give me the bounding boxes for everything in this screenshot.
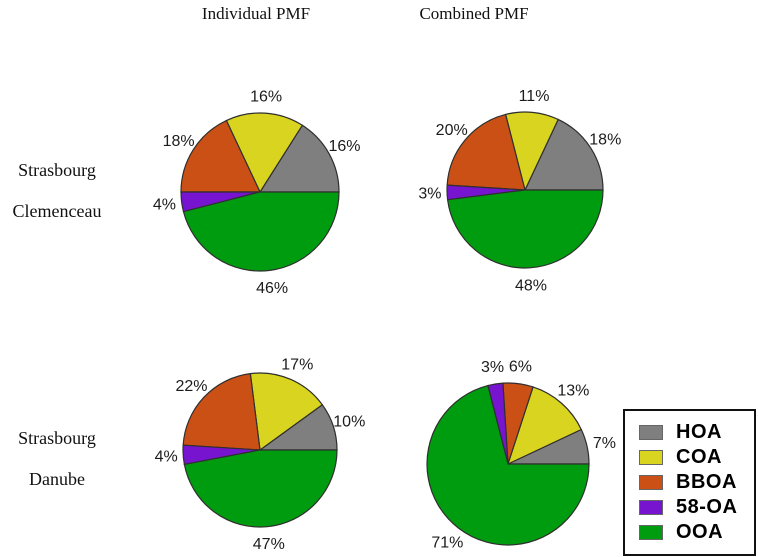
pie-percent-label: 46% <box>256 280 288 297</box>
pie-slice-bboa <box>180 119 261 193</box>
pie-slice-hoa <box>524 118 604 191</box>
legend-label-bboa: BBOA <box>676 471 737 493</box>
pie-chart-danube-combined-pmf: 7% 13% 6% 3% 71% <box>426 359 616 552</box>
pie-percent-label: 3% <box>418 186 441 203</box>
pie-slice-ooa <box>446 189 604 269</box>
legend-label-ooa: OOA <box>676 521 724 543</box>
legend-swatch-bboa <box>639 475 663 490</box>
legend-label-58-oa: 58-OA <box>676 496 738 518</box>
legend: HOA COA BBOA 58-OA OOA <box>623 409 756 556</box>
row-label-line: Strasbourg <box>18 160 96 180</box>
pie-percent-label: 71% <box>431 535 463 552</box>
pie-percent-label: 10% <box>333 414 365 431</box>
pie-percent-label: 16% <box>250 88 282 105</box>
pie-percent-label: 11% <box>519 88 550 105</box>
row-label-line: Strasbourg <box>18 428 96 448</box>
pie-percent-label: 6% <box>509 359 532 376</box>
pie-percent-label: 4% <box>153 197 176 214</box>
pie-slice-coa <box>249 372 324 452</box>
pie-percent-label: 17% <box>281 356 313 373</box>
legend-item-bboa: BBOA <box>639 470 748 495</box>
column-title-individual-pmf: Individual PMF <box>201 4 311 23</box>
legend-swatch-58-oa <box>639 500 663 515</box>
pie-chart-clemenceau-individual-pmf: 16% 16% 18% 4% 46% <box>153 88 361 297</box>
pie-percent-label: 18% <box>163 133 195 150</box>
pie-percent-label: 7% <box>593 435 616 452</box>
pie-percent-label: 13% <box>557 382 589 399</box>
pie-slice-coa <box>507 386 583 466</box>
pie-slice-ooa <box>182 191 340 272</box>
pie-slice-coa <box>225 112 304 194</box>
legend-item-58-oa: 58-OA <box>639 495 748 520</box>
pie-percent-label: 20% <box>436 122 468 139</box>
pie-slice-bboa <box>182 372 261 451</box>
row-label-strasbourg-danube: Strasbourg Danube <box>2 418 112 500</box>
row-label-line: Danube <box>29 469 85 489</box>
row-label-line: Clemenceau <box>12 201 102 221</box>
pie-slice-ooa <box>183 449 338 528</box>
pie-chart-clemenceau-combined-pmf: 18% 11% 20% 3% 48% <box>418 88 621 295</box>
pie-percent-label: 3% <box>481 359 504 376</box>
pie-percent-label: 47% <box>253 536 285 553</box>
pie-slice-hoa <box>258 124 340 193</box>
pie-chart-danube-individual-pmf: 10% 17% 22% 4% 47% <box>155 356 366 553</box>
pie-slice-bboa <box>446 113 526 191</box>
legend-swatch-coa <box>639 450 663 465</box>
pie-percent-label: 22% <box>175 378 207 395</box>
legend-label-coa: COA <box>676 446 722 468</box>
pie-slice-ooa <box>426 384 590 546</box>
legend-item-coa: COA <box>639 445 748 470</box>
legend-item-hoa: HOA <box>639 420 748 445</box>
legend-label-hoa: HOA <box>676 421 722 443</box>
pie-percent-label: 16% <box>328 138 360 155</box>
legend-swatch-hoa <box>639 425 663 440</box>
pie-percent-label: 48% <box>515 278 547 295</box>
pie-percent-label: 4% <box>155 448 178 465</box>
row-label-strasbourg-clemenceau: Strasbourg Clemenceau <box>2 150 112 232</box>
legend-item-ooa: OOA <box>639 520 748 545</box>
pie-percent-label: 18% <box>589 132 621 149</box>
legend-swatch-ooa <box>639 525 663 540</box>
column-title-combined-pmf: Combined PMF <box>419 4 529 23</box>
